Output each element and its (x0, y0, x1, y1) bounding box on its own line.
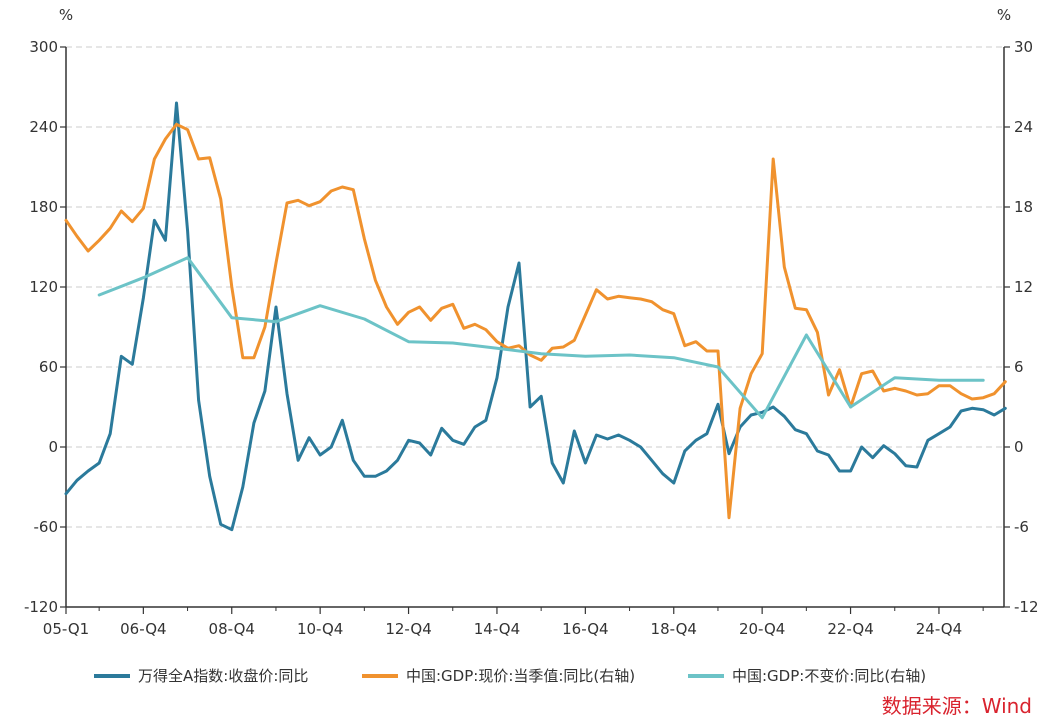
right-tick-label: 18 (1014, 198, 1033, 216)
right-tick-label: 24 (1014, 118, 1033, 136)
right-tick-label: 0 (1014, 438, 1024, 456)
right-tick-label: 6 (1014, 358, 1024, 376)
source-note: 数据来源：Wind (881, 694, 1032, 718)
x-tick-label: 06-Q4 (120, 620, 166, 638)
right-unit-label: % (997, 6, 1011, 24)
x-tick-label: 24-Q4 (916, 620, 962, 638)
x-tick-label: 05-Q1 (43, 620, 89, 638)
series-line-1 (64, 101, 1007, 532)
series-layer (64, 101, 1007, 532)
left-tick-label: 300 (29, 38, 58, 56)
left-tick-label: 60 (39, 358, 58, 376)
right-tick-label: 12 (1014, 278, 1033, 296)
right-tick-label: 30 (1014, 38, 1033, 56)
left-tick-label: 180 (29, 198, 58, 216)
legend-label: 中国:GDP:现价:当季值:同比(右轴) (406, 667, 635, 685)
legend-label: 万得全A指数:收盘价:同比 (138, 667, 308, 685)
series-line-2 (64, 122, 1007, 520)
left-tick-label: -120 (24, 598, 58, 616)
left-tick-label: 240 (29, 118, 58, 136)
left-tick-label: 0 (48, 438, 58, 456)
left-tick-label: 120 (29, 278, 58, 296)
x-tick-label: 14-Q4 (474, 620, 520, 638)
x-tick-label: 18-Q4 (651, 620, 697, 638)
legend-label: 中国:GDP:不变价:同比(右轴) (732, 667, 926, 685)
left-unit-label: % (59, 6, 73, 24)
series-line-3 (97, 256, 985, 420)
x-tick-label: 08-Q4 (209, 620, 255, 638)
x-tick-label: 16-Q4 (562, 620, 608, 638)
x-tick-label: 10-Q4 (297, 620, 343, 638)
x-tick-label: 20-Q4 (739, 620, 785, 638)
right-tick-label: -12 (1014, 598, 1039, 616)
x-tick-label: 22-Q4 (827, 620, 873, 638)
legend: 万得全A指数:收盘价:同比 中国:GDP:现价:当季值:同比(右轴) 中国:GDP:… (94, 667, 926, 685)
right-tick-label: -6 (1014, 518, 1029, 536)
x-tick-label: 12-Q4 (385, 620, 431, 638)
left-tick-label: -60 (34, 518, 59, 536)
gridlines (66, 46, 1004, 528)
